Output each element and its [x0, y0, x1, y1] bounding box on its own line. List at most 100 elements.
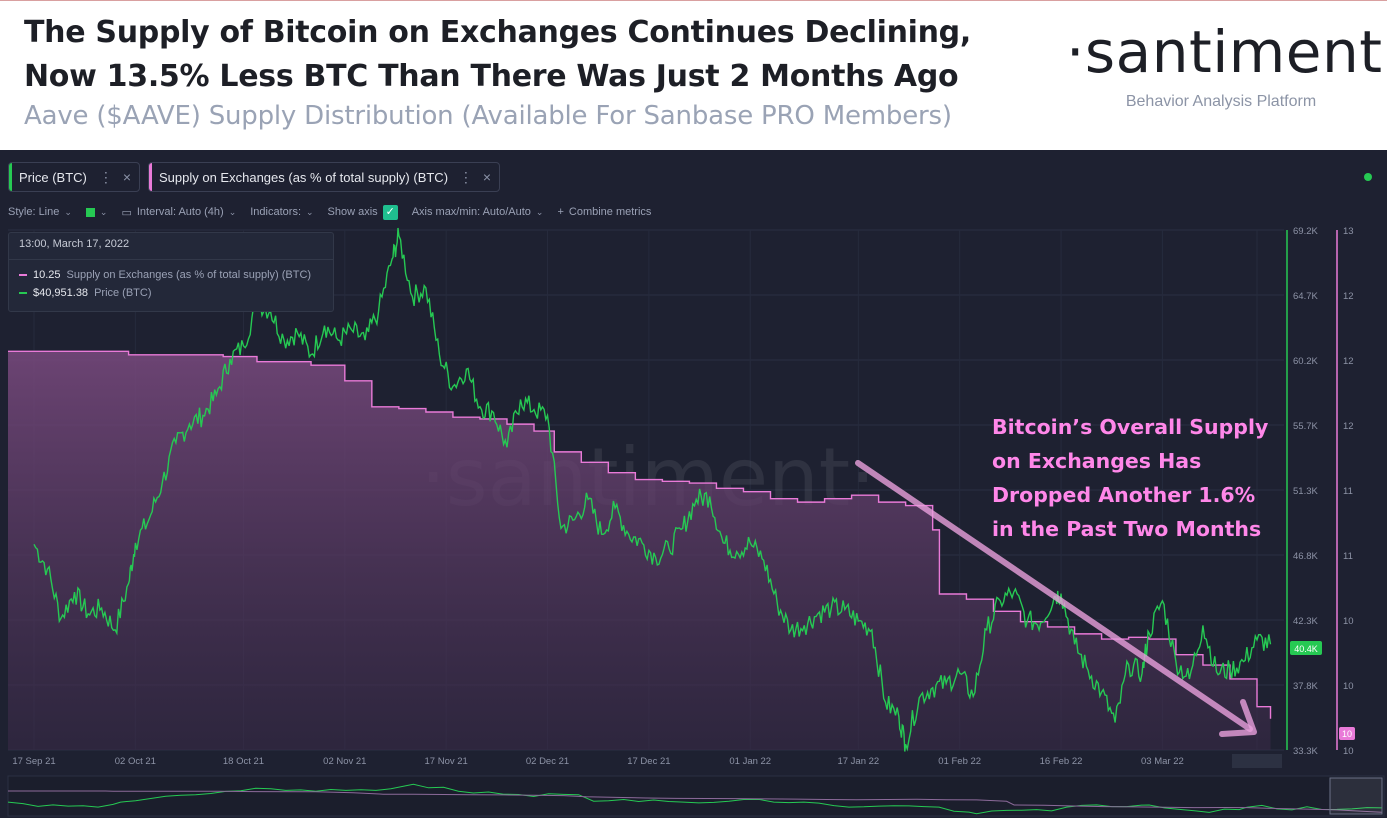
- current-supply-label: 10: [1342, 729, 1352, 739]
- x-tick-label: 17 Nov 21: [425, 756, 468, 767]
- price-tick-label: 64.7K: [1293, 291, 1318, 302]
- chevron-down-icon: ⌄: [99, 206, 108, 217]
- annotation-line: on Exchanges Has: [992, 449, 1202, 473]
- chart-toolbar: Style: Line ⌄ ⌄ ▭ Interval: Auto (4h) ⌄ Ind…: [8, 202, 651, 222]
- annotation-line: Dropped Another 1.6%: [992, 483, 1256, 507]
- navigator[interactable]: [7, 775, 1385, 817]
- x-tick-label: 01 Jan 22: [729, 756, 771, 767]
- plus-icon: +: [557, 206, 564, 218]
- hover-tooltip: 13:00, March 17, 2022 10.25 Supply on Ex…: [8, 232, 334, 312]
- navigator-handle[interactable]: [1329, 777, 1383, 815]
- interval-label: Interval: Auto (4h): [136, 206, 224, 218]
- supply-tick-label: 10: [1343, 616, 1354, 627]
- price-line: [33, 227, 1272, 752]
- supply-tick-label: 10: [1343, 681, 1354, 692]
- price-tick-label: 46.8K: [1293, 551, 1318, 562]
- x-tick-label: 02 Nov 21: [323, 756, 366, 767]
- vertical-dots-icon[interactable]: ⋮: [458, 168, 473, 185]
- chevron-down-icon: ⌄: [535, 206, 544, 217]
- axis-minmax-label: Axis max/min: Auto/Auto: [411, 206, 531, 218]
- status-dot: [1364, 173, 1372, 181]
- supply-line: [8, 350, 1272, 719]
- chart-area[interactable]: ·santiment· 69.2K64.7K60.2K55.7K51.3K46.…: [0, 150, 1387, 818]
- x-tick-label: 02 Dec 21: [526, 756, 569, 767]
- price-tick-label: 60.2K: [1293, 356, 1318, 367]
- headline: The Supply of Bitcoin on Exchanges Conti…: [24, 11, 971, 99]
- show-axis-toggle[interactable]: Show axis ✓: [327, 204, 398, 220]
- metric-chip-price[interactable]: Price (BTC) ⋮ ×: [8, 162, 140, 192]
- indicators-selector[interactable]: Indicators: ⌄: [250, 206, 313, 218]
- style-selector[interactable]: Style: Line ⌄: [8, 206, 72, 218]
- axis-minmax-selector[interactable]: Axis max/min: Auto/Auto ⌄: [412, 206, 544, 218]
- supply-tick-label: 11: [1343, 486, 1353, 497]
- navigator-price-line: [7, 783, 1383, 815]
- divider: [9, 259, 333, 260]
- supply-tick-label: 13: [1343, 226, 1354, 237]
- metric-chip-supply[interactable]: Supply on Exchanges (as % of total suppl…: [148, 162, 500, 192]
- price-tick-label: 42.3K: [1293, 616, 1318, 627]
- color-swatch: [85, 207, 95, 217]
- annotation-line: in the Past Two Months: [992, 517, 1262, 541]
- navigator-supply-line: [8, 790, 1383, 813]
- tooltip-date: 13:00, March 17, 2022: [19, 238, 130, 250]
- vertical-dots-icon[interactable]: ⋮: [98, 168, 113, 185]
- chevron-down-icon: ⌄: [64, 206, 72, 217]
- close-icon[interactable]: ×: [482, 169, 491, 185]
- report-header: The Supply of Bitcoin on Exchanges Conti…: [0, 0, 1387, 150]
- calendar-icon: ▭: [121, 206, 132, 219]
- crosshair-date-badge: [1232, 754, 1282, 768]
- subtitle: Aave ($AAVE) Supply Distribution (Availa…: [24, 101, 952, 131]
- interval-selector[interactable]: ▭ Interval: Auto (4h) ⌄: [121, 206, 236, 219]
- x-tick-label: 01 Feb 22: [938, 756, 981, 767]
- price-tick-label: 69.2K: [1293, 226, 1318, 237]
- x-tick-label: 16 Feb 22: [1040, 756, 1083, 767]
- metric-label-supply: Supply on Exchanges (as % of total suppl…: [159, 169, 449, 185]
- x-tick-label: 17 Jan 22: [837, 756, 879, 767]
- santiment-logo: ·santiment· Behavior Analysis Platform: [1066, 15, 1387, 111]
- tooltip-price-label: Price (BTC): [94, 287, 152, 299]
- headline-line-2: Now 13.5% Less BTC Than There Was Just 2…: [24, 59, 959, 94]
- tooltip-row-price: $40,951.38 Price (BTC): [19, 287, 152, 299]
- color-selector[interactable]: ⌄: [85, 206, 108, 218]
- current-supply-badge: 10: [1339, 727, 1355, 740]
- current-price-badge: 40.4K: [1290, 641, 1322, 655]
- combine-label: Combine metrics: [568, 206, 652, 218]
- series-swatch: [19, 274, 27, 276]
- chevron-down-icon: ⌄: [306, 206, 314, 217]
- brand-name: ·santiment·: [1066, 18, 1387, 86]
- current-price-label: 40.4K: [1294, 644, 1318, 654]
- down-arrow-annotation: [855, 460, 1257, 737]
- supply-tick-label: 12: [1343, 356, 1354, 367]
- price-tick-label: 33.3K: [1293, 746, 1318, 757]
- tooltip-row-supply: 10.25 Supply on Exchanges (as % of total…: [19, 269, 311, 281]
- series-swatch: [19, 292, 27, 294]
- tooltip-supply-value: 10.25: [33, 269, 61, 281]
- supply-tick-label: 10: [1343, 746, 1354, 757]
- combine-metrics-button[interactable]: + Combine metrics: [557, 206, 651, 218]
- price-tick-label: 37.8K: [1293, 681, 1318, 692]
- supply-tick-label: 12: [1343, 421, 1354, 432]
- x-tick-label: 17 Dec 21: [627, 756, 670, 767]
- metric-color-bar: [149, 163, 152, 191]
- brand-tagline: Behavior Analysis Platform: [1125, 93, 1317, 110]
- supply-area: [8, 351, 1271, 750]
- headline-line-1: The Supply of Bitcoin on Exchanges Conti…: [24, 15, 971, 50]
- grid-lines: [8, 229, 1284, 751]
- metric-label-price: Price (BTC): [19, 169, 87, 185]
- tooltip-supply-label: Supply on Exchanges (as % of total suppl…: [66, 269, 312, 281]
- show-axis-label: Show axis: [327, 206, 378, 218]
- x-tick-label: 02 Oct 21: [115, 756, 156, 767]
- annotation-line: Bitcoin’s Overall Supply: [992, 415, 1269, 439]
- metric-color-bar: [9, 163, 12, 191]
- x-tick-label: 18 Oct 21: [223, 756, 264, 767]
- tooltip-price-value: $40,951.38: [33, 287, 89, 299]
- x-axis: 17 Sep 21 02 Oct 21 18 Oct 21 02 Nov 21 17 N…: [12, 756, 1278, 767]
- x-tick-label: 03 Mar 22: [1141, 756, 1184, 767]
- supply-tick-label: 12: [1343, 291, 1354, 302]
- indicators-label: Indicators:: [250, 206, 301, 218]
- check-icon[interactable]: ✓: [382, 204, 398, 220]
- close-icon[interactable]: ×: [122, 169, 131, 185]
- annotation-text: Bitcoin’s Overall Supply on Exchanges Ha…: [992, 410, 1268, 546]
- price-axis: 69.2K 64.7K 60.2K 55.7K 51.3K 46.8K 42.3K 37.8K…: [1293, 226, 1318, 757]
- price-tick-label: 51.3K: [1293, 486, 1318, 497]
